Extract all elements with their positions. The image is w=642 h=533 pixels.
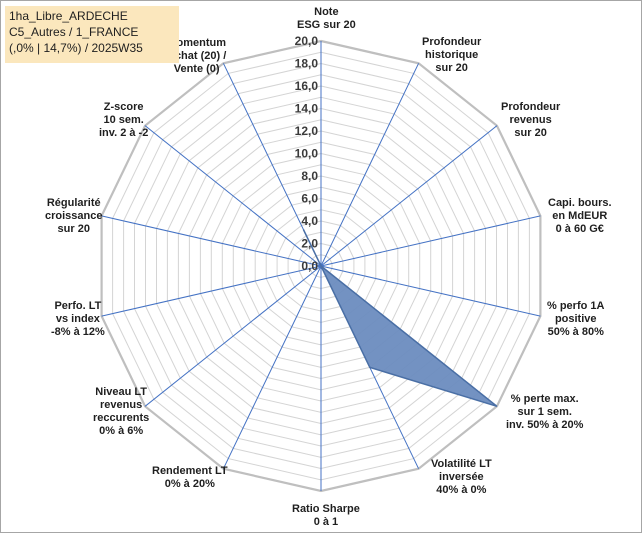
category-label-line: sur 1 sem. <box>517 406 572 418</box>
category-label-line: Z-score <box>103 101 144 113</box>
category-label-line: reccurents <box>93 412 150 424</box>
r-tick-label: 18,0 <box>295 57 319 71</box>
category-label: Niveau LT revenus reccurents 0% à 6% <box>93 386 149 438</box>
category-label-line: ESG sur 20 <box>297 19 356 31</box>
category-label-line: Vente (0) <box>173 63 220 75</box>
category-label-line: 0 à 60 G€ <box>555 223 604 235</box>
category-label: Note ESG sur 20 <box>297 6 356 32</box>
category-label-line: revenus <box>509 114 552 126</box>
category-label-line: Profondeur <box>422 36 482 48</box>
category-label-line: inversée <box>439 471 484 483</box>
r-tick-label: 4,0 <box>301 214 318 228</box>
category-label-line: vs index <box>55 313 100 325</box>
category-label-line: Rendement LT <box>152 465 228 477</box>
category-label-line: sur 20 <box>514 127 547 139</box>
category-label-line: Ratio Sharpe <box>292 503 360 515</box>
r-tick-label: 14,0 <box>295 102 319 116</box>
r-tick-label: 0,0 <box>301 259 318 273</box>
axis-spoke <box>320 215 541 267</box>
category-label-line: 0% à 20% <box>164 478 215 490</box>
category-label-line: en MdEUR <box>552 210 608 222</box>
category-label-line: positive <box>554 313 597 325</box>
category-label-line: croissance <box>45 210 103 222</box>
axis-spoke <box>222 265 322 469</box>
category-label-line: inv. 2 à -2 <box>99 127 149 139</box>
header-line-1: 1ha_Libre_ARDECHE <box>9 9 128 23</box>
category-label-line: Niveau LT <box>95 386 148 398</box>
series-area <box>302 229 498 408</box>
category-label-line: historique <box>425 49 479 61</box>
category-label-line: 0% à 6% <box>99 425 144 437</box>
category-label-line: revenus <box>100 399 143 411</box>
category-label: Rendement LT 0% à 20% <box>152 465 228 491</box>
category-label-line: Capi. bours. <box>548 197 612 209</box>
category-label-line: inv. 50% à 20% <box>506 419 584 431</box>
r-tick-label: 6,0 <box>301 192 318 206</box>
category-label: Momentum Achat (20) / Vente (0) <box>167 37 226 76</box>
r-tick-label: 8,0 <box>301 169 318 183</box>
header-line-2: C5_Autres / 1_FRANCE <box>9 25 139 39</box>
category-label-line: 40% à 0% <box>436 484 487 496</box>
category-label: Régularité croissance sur 20 <box>45 197 102 236</box>
category-label: Ratio Sharpe 0 à 1 <box>292 503 360 529</box>
axis-spoke <box>144 265 322 407</box>
category-label: % perte max. sur 1 sem. inv. 50% à 20% <box>506 393 583 432</box>
category-label: % perfo 1A positive 50% à 80% <box>547 300 604 339</box>
r-tick-label: 16,0 <box>295 79 319 93</box>
category-label-line: Momentum <box>167 37 226 49</box>
category-label-line: Profondeur <box>501 101 561 113</box>
axis-spoke <box>144 125 322 267</box>
header-badge: 1ha_Libre_ARDECHE C5_Autres / 1_FRANCE (… <box>5 6 179 63</box>
category-label-line: 50% à 80% <box>547 326 604 338</box>
category-label-line: 10 sem. <box>103 114 144 126</box>
category-label: Profondeur historique sur 20 <box>422 36 481 75</box>
radar-tick-labels: 0,0 2,0 4,0 6,0 8,0 10,0 12,0 14,0 16,0 18,0 20,0 <box>295 34 319 273</box>
category-label: Z-score 10 sem. inv. 2 à -2 <box>99 101 148 140</box>
r-tick-label: 2,0 <box>301 237 318 251</box>
category-label: Capi. bours. en MdEUR 0 à 60 G€ <box>548 197 612 236</box>
category-label: Volatilité LT inversée 40% à 0% <box>431 458 492 497</box>
r-tick-label: 10,0 <box>295 147 319 161</box>
category-label-line: Achat (20) / <box>167 50 227 62</box>
category-label-line: % perfo 1A <box>547 300 605 312</box>
axis-spoke <box>320 265 541 317</box>
category-label-line: % perte max. <box>510 393 579 405</box>
category-label-line: sur 20 <box>435 62 468 74</box>
r-tick-label: 12,0 <box>295 124 319 138</box>
category-label-line: Régularité <box>46 197 101 209</box>
category-label-line: sur 20 <box>57 223 90 235</box>
category-label-line: Volatilité LT <box>431 458 492 470</box>
axis-spoke <box>320 125 498 267</box>
category-label: Perfo. LT vs index -8% à 12% <box>51 300 105 339</box>
header-line-3: (,0% | 14,7%) / 2025W35 <box>9 41 143 55</box>
category-label-line: Perfo. LT <box>54 300 102 312</box>
category-label-line: 0 à 1 <box>313 516 339 528</box>
category-label-line: -8% à 12% <box>51 326 105 338</box>
category-label: Profondeur revenus sur 20 <box>501 101 560 140</box>
axis-spoke <box>101 215 322 267</box>
axis-spoke <box>320 63 420 267</box>
axis-spoke <box>101 265 322 317</box>
r-tick-label: 20,0 <box>295 34 319 48</box>
radar-series <box>302 229 498 408</box>
category-label-line: Note <box>314 6 339 18</box>
